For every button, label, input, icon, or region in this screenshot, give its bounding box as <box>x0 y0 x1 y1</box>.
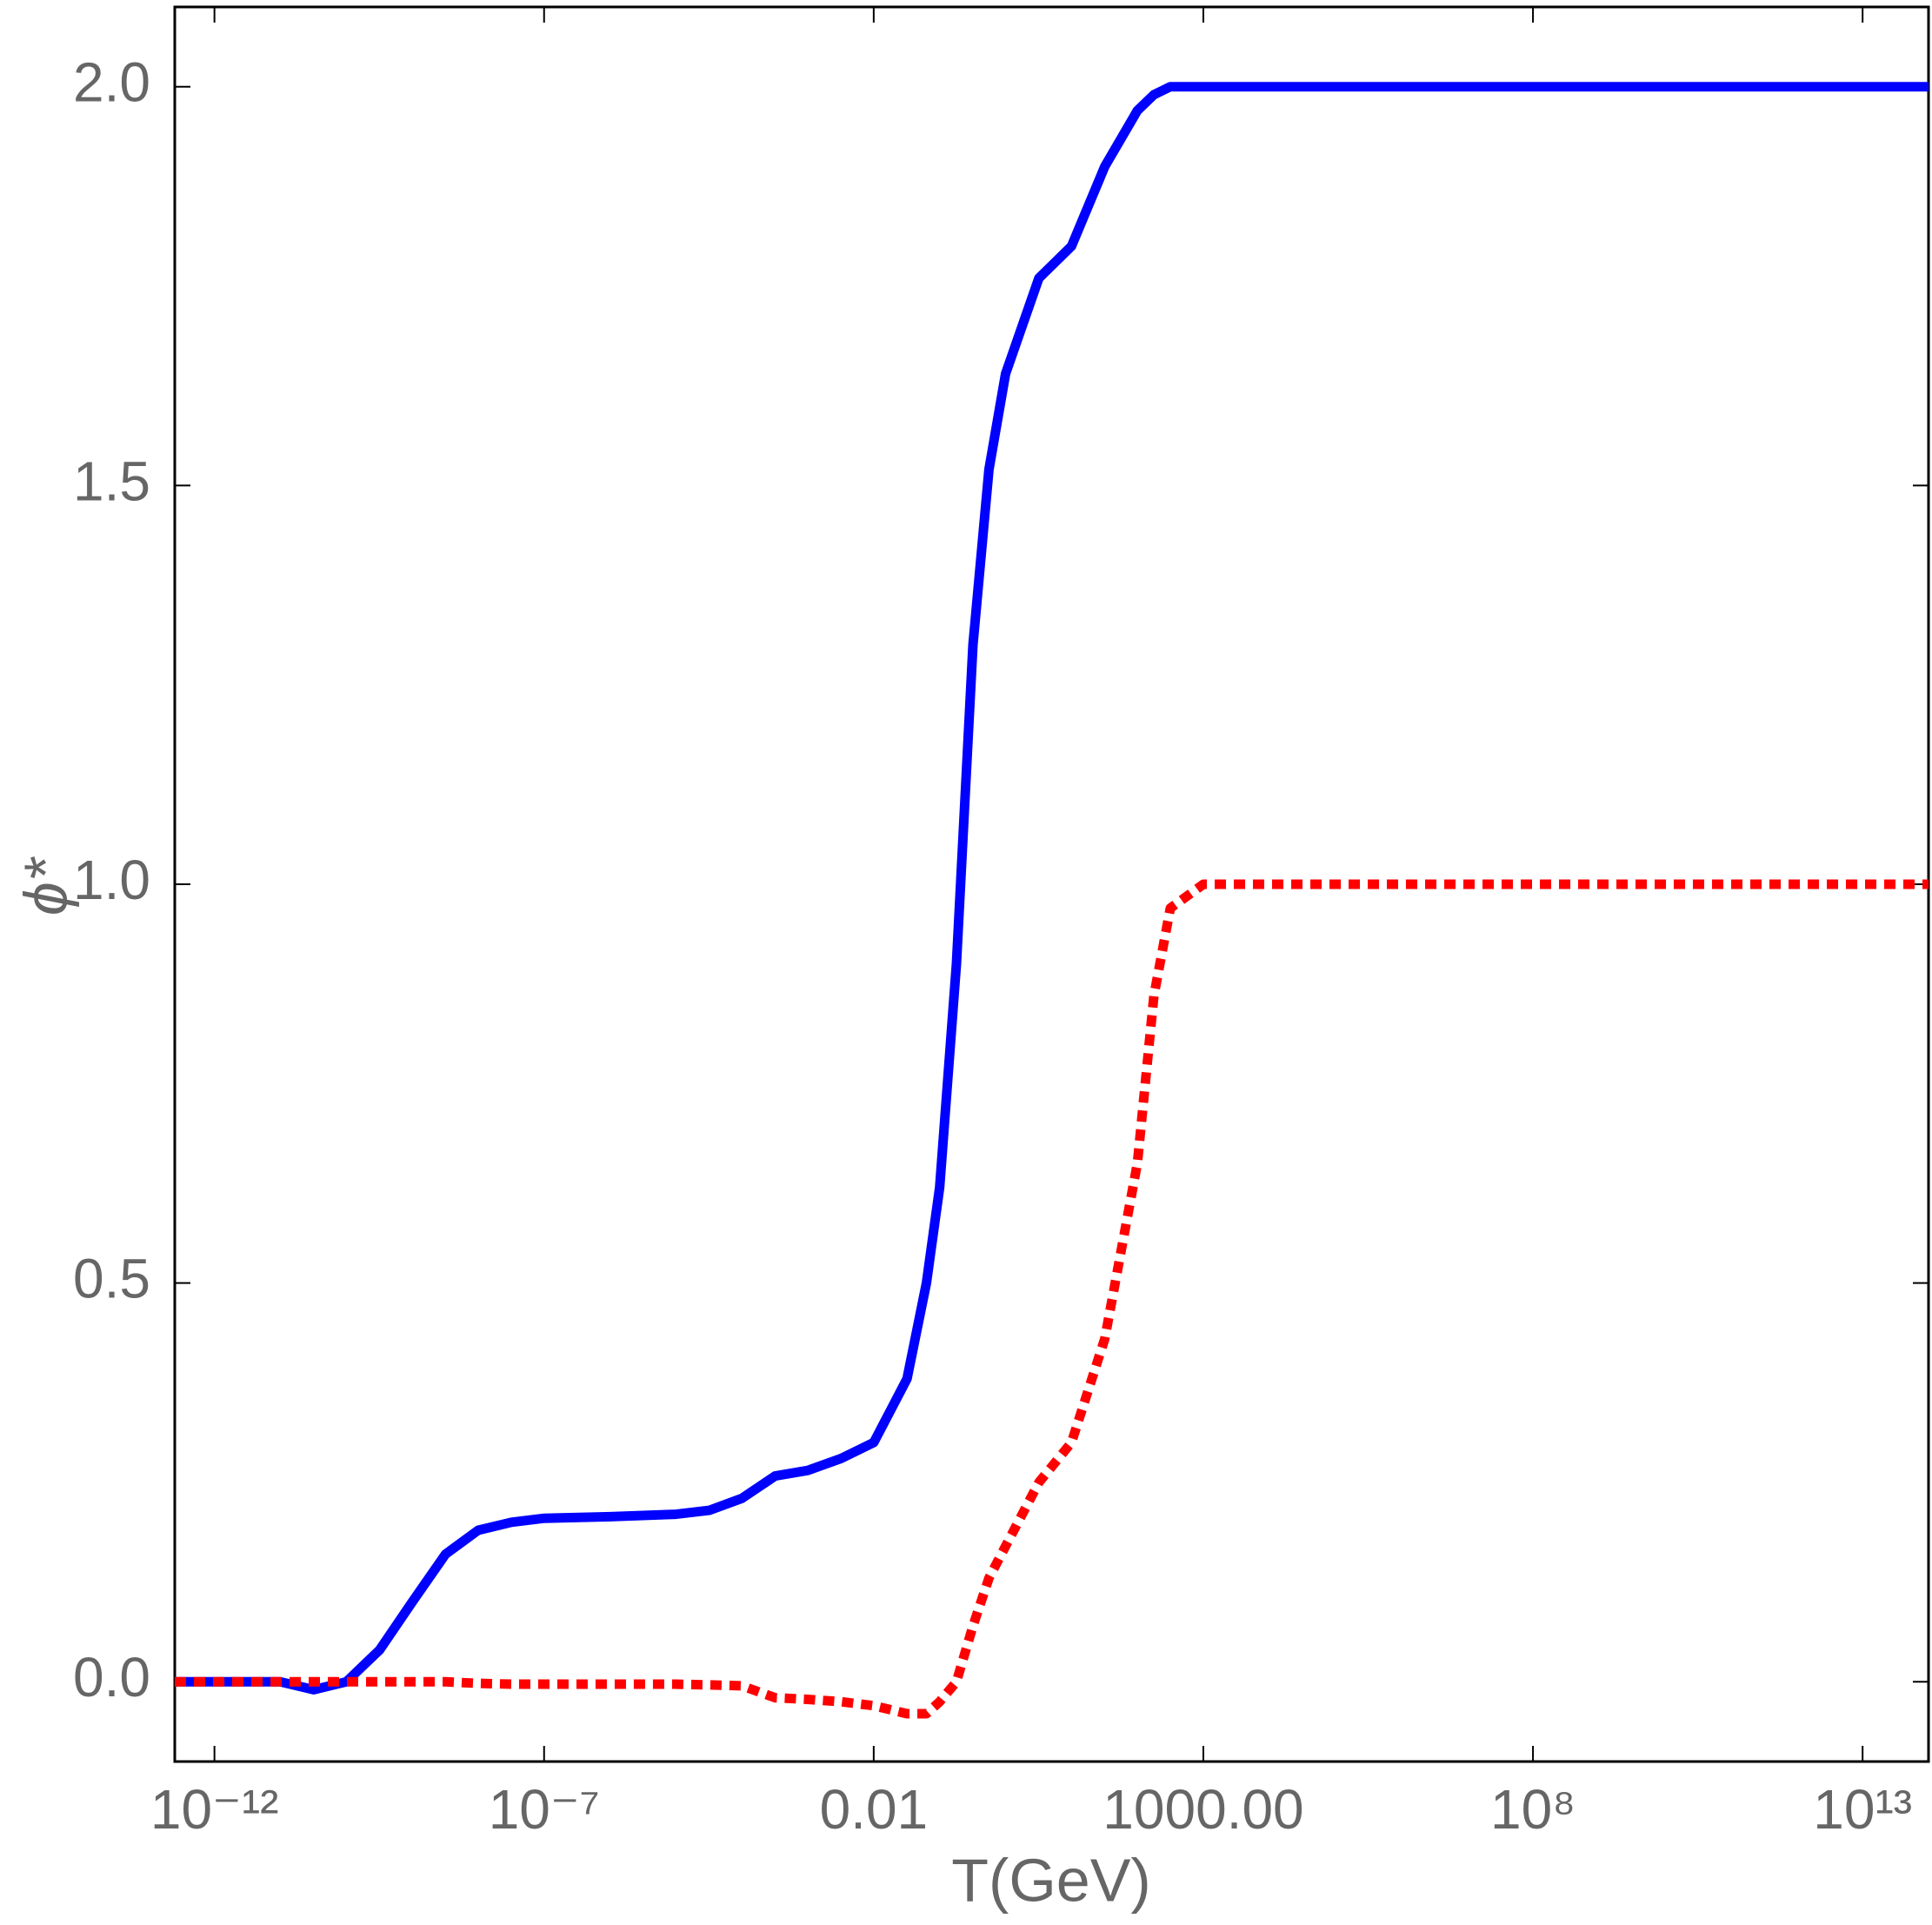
y-tick-label: 2.0 <box>73 51 150 114</box>
series-line <box>175 82 1929 1695</box>
y-axis-label: ϕ* <box>11 856 79 916</box>
x-axis-label: T(GeV) <box>951 1846 1150 1914</box>
x-tick-label: 10¹³ <box>1813 1778 1912 1841</box>
y-tick-label: 0.5 <box>73 1248 150 1310</box>
series-line <box>175 879 1929 1719</box>
x-tick-label: 10⁻¹² <box>150 1778 279 1841</box>
y-tick-label: 1.0 <box>73 849 150 911</box>
y-tick-label: 1.5 <box>73 450 150 512</box>
y-tick-label: 0.0 <box>73 1646 150 1709</box>
x-tick-label: 0.01 <box>820 1778 929 1841</box>
x-tick-label: 10⁸ <box>1490 1778 1576 1841</box>
x-tick-label: 1000.00 <box>1103 1778 1303 1841</box>
x-tick-label: 10⁻⁷ <box>489 1778 600 1841</box>
